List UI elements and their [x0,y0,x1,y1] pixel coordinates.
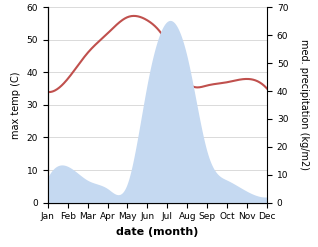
Y-axis label: med. precipitation (kg/m2): med. precipitation (kg/m2) [300,40,309,170]
X-axis label: date (month): date (month) [116,227,199,237]
Y-axis label: max temp (C): max temp (C) [11,71,21,139]
